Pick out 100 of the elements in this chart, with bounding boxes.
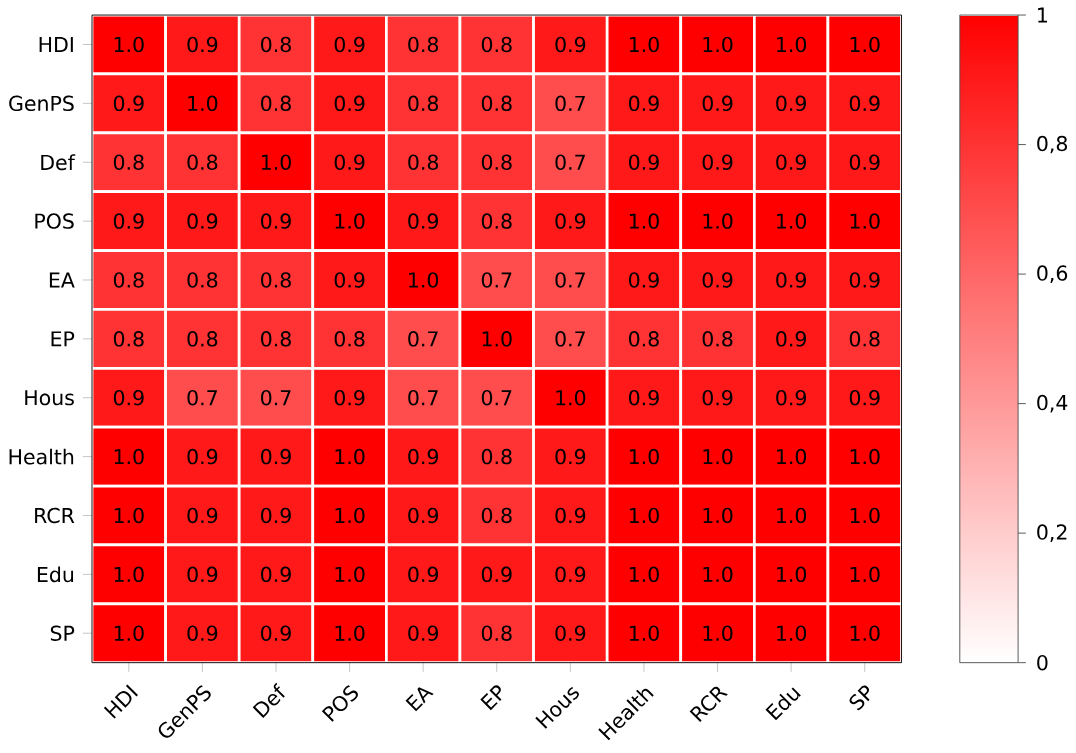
data-label: 1.0 — [850, 507, 880, 524]
data-label: 0.8 — [187, 331, 218, 347]
data-label: 0.9 — [555, 566, 586, 583]
data-label: 0.8 — [481, 95, 512, 112]
data-label: 1.0 — [777, 566, 807, 583]
y-tick-label: Health — [9, 448, 74, 465]
data-label: 0.8 — [113, 154, 144, 171]
data-label: 1.0 — [850, 449, 880, 465]
data-label: 1.0 — [629, 36, 659, 53]
data-label: 0.9 — [555, 625, 586, 642]
data-label: 0.9 — [334, 272, 365, 288]
data-label: 1.0 — [114, 566, 144, 583]
data-label: 1.0 — [703, 213, 733, 230]
data-label: 0.7 — [187, 390, 217, 406]
data-label: 1.0 — [777, 213, 807, 230]
data-label: 0.7 — [408, 331, 438, 347]
data-label: 0.9 — [187, 36, 218, 53]
data-label: 0.9 — [408, 213, 439, 230]
data-label: 0.8 — [334, 331, 365, 347]
data-label: 1.0 — [629, 449, 659, 465]
data-label: 1.0 — [482, 331, 512, 347]
data-label: 1.0 — [850, 213, 880, 230]
data-label: 0.9 — [702, 390, 733, 406]
data-label: 0.9 — [849, 95, 880, 112]
data-label: 0.9 — [187, 566, 218, 583]
x-tick-label: EA — [405, 687, 434, 712]
data-label: 1.0 — [335, 566, 365, 583]
data-label: 0.9 — [776, 331, 806, 347]
data-label: 0.9 — [334, 390, 365, 406]
data-label: 0.7 — [481, 390, 512, 406]
data-label: 0.8 — [261, 272, 291, 288]
data-label: 1.0 — [777, 625, 807, 642]
data-label: 1.0 — [629, 507, 659, 524]
data-label: 0.8 — [261, 36, 291, 53]
data-label: 1.0 — [850, 36, 880, 53]
data-label: 0.9 — [702, 95, 733, 112]
x-tick-label: SP — [849, 685, 870, 711]
y-tick-label: Edu — [37, 566, 74, 583]
data-label: 0.9 — [113, 95, 144, 112]
color-bar-label: 0,2 — [1037, 524, 1067, 543]
data-label: 0.9 — [261, 507, 291, 524]
x-tick-label: Edu — [765, 687, 801, 721]
data-label: 1.0 — [335, 507, 365, 524]
data-label: 0.9 — [629, 154, 659, 171]
data-label: 0.9 — [334, 36, 365, 53]
data-label: 1.0 — [335, 625, 365, 642]
data-label: 0.7 — [261, 390, 291, 406]
data-label: 1.0 — [409, 272, 439, 288]
data-label: 0.8 — [481, 507, 512, 524]
data-label: 0.8 — [113, 331, 144, 347]
data-label: 0.9 — [629, 272, 659, 288]
data-label: 0.8 — [113, 272, 144, 288]
data-label: 0.9 — [555, 213, 586, 230]
data-label: 0.9 — [629, 390, 659, 406]
data-label: 1.0 — [629, 625, 659, 642]
data-label: 0.9 — [334, 154, 365, 171]
data-label: 0.8 — [408, 154, 439, 171]
data-label: 0.8 — [481, 213, 512, 230]
data-label: 1.0 — [114, 625, 144, 642]
data-label: 0.8 — [187, 154, 218, 171]
data-label: 1.0 — [114, 449, 144, 465]
color-bar-label: 0,4 — [1037, 394, 1068, 413]
data-label: 1.0 — [629, 566, 659, 583]
data-label: 0.9 — [776, 390, 806, 406]
data-label: 0.9 — [776, 154, 806, 171]
data-label: 0.9 — [849, 272, 880, 288]
data-label: 1.0 — [703, 507, 733, 524]
data-label: 0.8 — [261, 95, 291, 112]
data-label: 0.9 — [702, 272, 733, 288]
data-label: 0.9 — [113, 390, 144, 406]
y-tick-label: Hous — [25, 390, 74, 406]
data-label: 0.9 — [555, 507, 586, 524]
data-label: 0.9 — [702, 154, 733, 171]
data-label: 1.0 — [114, 507, 144, 524]
data-label: 0.9 — [776, 272, 806, 288]
data-label: 1.0 — [335, 449, 365, 465]
color-bar-label: 1 — [1038, 7, 1047, 23]
color-bar-label: 0,8 — [1037, 135, 1068, 154]
data-label: 0.8 — [261, 331, 291, 347]
data-label: 0.7 — [408, 390, 438, 406]
data-label: 0.9 — [261, 625, 291, 642]
data-label: 1.0 — [850, 566, 880, 583]
data-label: 1.0 — [188, 95, 218, 112]
data-label: 0.7 — [481, 272, 512, 288]
data-label: 0.8 — [481, 36, 512, 53]
data-label: 0.8 — [481, 154, 512, 171]
data-label: 0.9 — [629, 95, 659, 112]
data-label: 1.0 — [556, 390, 586, 406]
y-tick-label: SP — [50, 625, 75, 642]
y-tick-label: EP — [51, 331, 75, 347]
data-label: 1.0 — [777, 36, 807, 53]
data-label: 0.9 — [408, 566, 439, 583]
data-label: 1.0 — [850, 625, 880, 642]
data-label: 1.0 — [777, 449, 807, 465]
data-label: 0.9 — [776, 95, 806, 112]
y-tick-label: GenPS — [9, 95, 74, 112]
data-label: 0.8 — [629, 331, 659, 347]
data-label: 1.0 — [703, 566, 733, 583]
data-label: 1.0 — [114, 36, 144, 53]
data-label: 0.8 — [408, 36, 439, 53]
